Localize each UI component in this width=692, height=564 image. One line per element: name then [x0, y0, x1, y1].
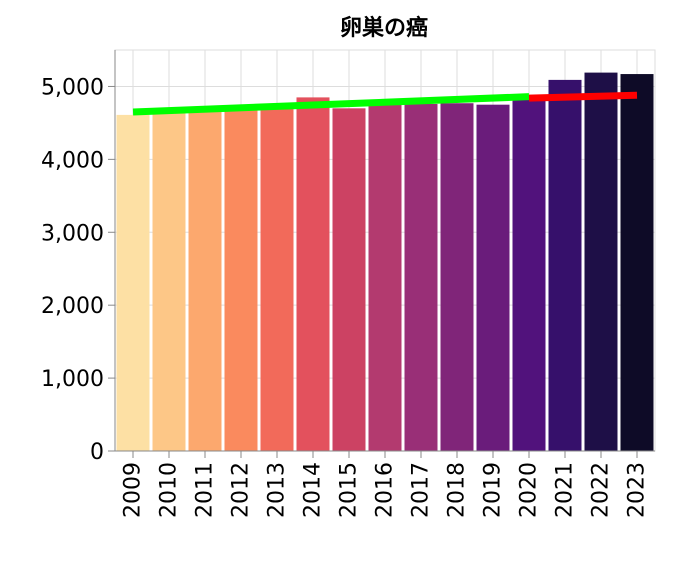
- x-tick-label: 2011: [193, 462, 218, 518]
- x-tick-label: 2014: [301, 462, 326, 518]
- x-tick-label: 2012: [229, 462, 254, 518]
- x-tick-label: 2013: [265, 462, 290, 518]
- x-tick-label: 2015: [337, 462, 362, 518]
- bar-2015: [332, 108, 366, 451]
- y-tick-label: 2,000: [41, 294, 104, 319]
- y-tick-label: 3,000: [41, 221, 104, 246]
- bar-2019: [476, 104, 510, 451]
- x-tick-label: 2019: [481, 462, 506, 518]
- x-tick-label: 2021: [553, 462, 578, 518]
- trend-lines: [132, 91, 638, 116]
- x-tick-label: 2016: [373, 462, 398, 518]
- bar-2013: [260, 107, 294, 452]
- trend-2020-2023: [528, 91, 638, 102]
- axes: 0 1,000 2,000 3,000 4,000 5,000 2009 2010 2011 20…: [41, 50, 655, 518]
- bar-2023: [620, 74, 654, 451]
- chart-title: 卵巣の癌: [340, 15, 428, 41]
- bar-2014: [296, 97, 330, 452]
- bar-2018: [440, 103, 474, 451]
- bar-2020: [512, 95, 546, 451]
- bar-2011: [188, 108, 222, 451]
- x-tick-label: 2018: [445, 462, 470, 518]
- x-tick-label: 2023: [625, 462, 650, 518]
- x-tick-label: 2009: [121, 462, 146, 518]
- y-tick-label: 1,000: [41, 367, 104, 392]
- bar-2010: [152, 111, 186, 452]
- y-tick-label: 4,000: [41, 148, 104, 173]
- bar-2022: [584, 72, 618, 452]
- bar-2012: [224, 106, 258, 452]
- x-tick-label: 2010: [157, 462, 182, 518]
- bar-2009: [116, 114, 150, 451]
- x-tick-label: 2022: [589, 462, 614, 518]
- bars: [116, 72, 654, 452]
- y-tick-label: 0: [90, 440, 104, 465]
- x-tick-label: 2017: [409, 462, 434, 518]
- y-tick-label: 5,000: [41, 75, 104, 100]
- trend-2009-2020: [132, 93, 530, 116]
- x-tick-label: 2020: [517, 462, 542, 518]
- bar-2021: [548, 79, 582, 451]
- bar-2016: [368, 104, 402, 451]
- bar-2017: [404, 103, 438, 451]
